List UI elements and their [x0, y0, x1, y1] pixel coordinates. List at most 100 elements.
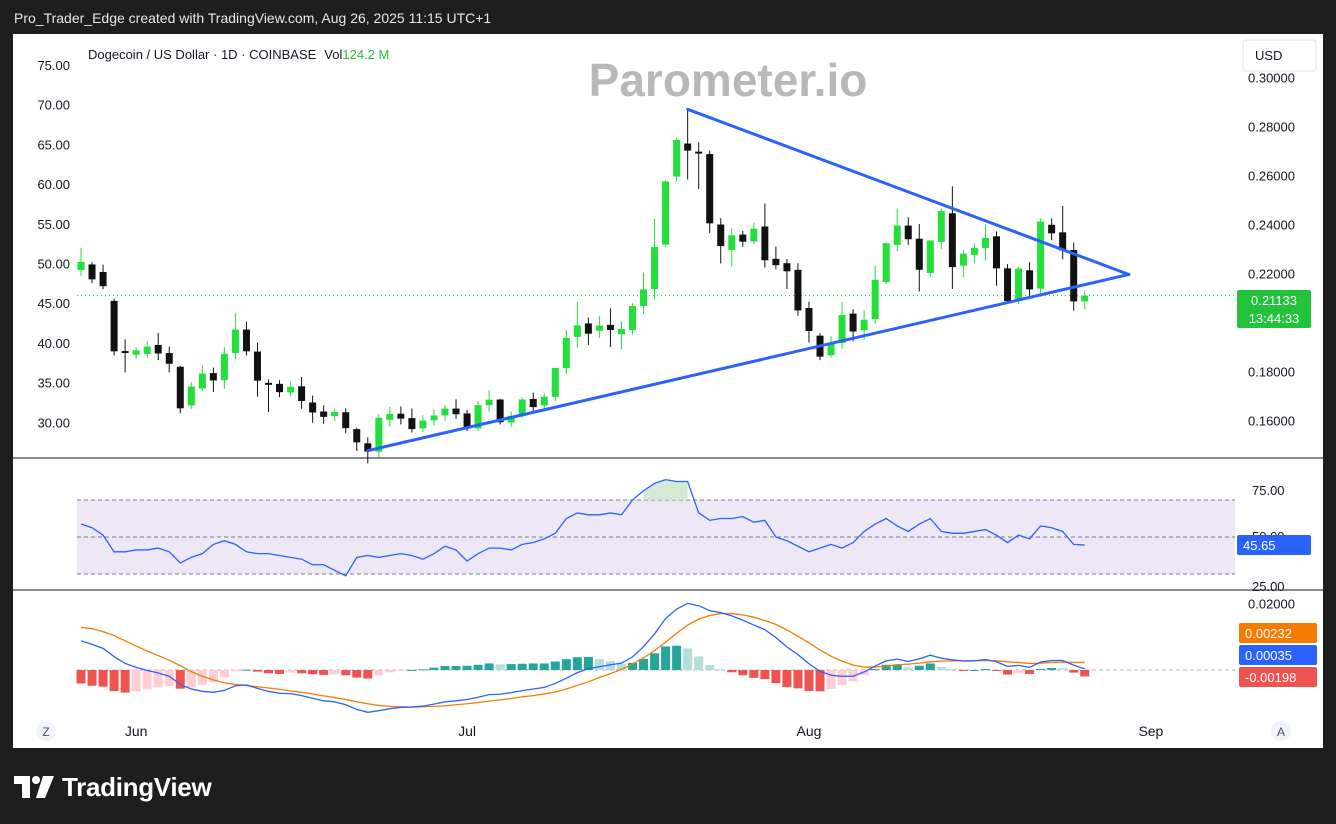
candle-body — [176, 366, 184, 409]
candle-body — [375, 417, 383, 452]
macd-histogram-bar — [506, 664, 516, 670]
tradingview-logo[interactable]: TradingView — [14, 770, 212, 804]
candle-body — [77, 261, 85, 271]
zoom-reset-button[interactable] — [36, 721, 56, 741]
macd-histogram-bar — [1080, 670, 1090, 677]
candle — [970, 243, 978, 264]
candle — [88, 262, 96, 284]
candle-body — [496, 399, 504, 423]
left-tick-label: 50.00 — [37, 257, 70, 272]
left-tick-label: 70.00 — [37, 98, 70, 113]
rsi-tick-label: 75.00 — [1252, 483, 1285, 498]
candle-body — [948, 213, 956, 268]
macd-histogram-bar — [352, 670, 362, 678]
left-tick-label: 55.00 — [37, 217, 70, 232]
macd-histogram-bar — [914, 665, 924, 670]
candle-body — [673, 139, 681, 177]
candle-body — [242, 329, 250, 352]
candle — [154, 332, 162, 361]
currency-button[interactable] — [1242, 39, 1317, 72]
candle — [419, 414, 427, 433]
candle — [629, 303, 636, 335]
candle-body — [1048, 224, 1056, 234]
macd-histogram-bar — [683, 648, 693, 670]
candle — [651, 218, 659, 300]
candle — [320, 405, 328, 424]
last-price-label: 0.21133 — [1251, 293, 1297, 308]
rsi-tick-label: 25.00 — [1252, 579, 1285, 594]
rsi-line — [80, 478, 1085, 577]
macd-histogram-bar — [252, 670, 262, 672]
left-tick-label: 75.00 — [37, 58, 70, 73]
candle — [397, 406, 405, 425]
candle-body — [474, 405, 482, 429]
macd-signal-line — [80, 612, 1085, 708]
macd-histogram-bar — [782, 670, 792, 688]
candle — [242, 321, 250, 356]
right-tick-label: 0.28000 — [1248, 120, 1295, 135]
macd-histogram-bar — [230, 670, 240, 672]
macd-histogram-bar — [175, 670, 185, 689]
symbol-legend[interactable]: Dogecoin / US Dollar · 1D · COINBASE Vol1… — [88, 47, 389, 62]
candle — [165, 346, 173, 373]
candle — [783, 259, 791, 290]
price-pane[interactable]: Parometer.io 75.00 70.00 65.00 60.00 55.00 50… — [37, 39, 1317, 464]
candle — [794, 263, 802, 316]
candle-body — [298, 386, 306, 401]
candle-body — [441, 408, 449, 416]
candle — [805, 301, 813, 343]
candle-body — [728, 235, 736, 250]
candle-body — [606, 324, 614, 331]
macd-histogram-bar — [120, 670, 130, 693]
macd-histogram-badge-label: -0.00198 — [1245, 670, 1296, 685]
candle-body — [662, 181, 670, 245]
macd-histogram-bar — [738, 670, 748, 676]
candle — [937, 208, 945, 250]
candle-body — [309, 402, 317, 413]
candle-body — [981, 238, 989, 249]
candle — [375, 413, 383, 459]
candle-body — [595, 325, 603, 331]
countdown-label: 13:44:33 — [1249, 311, 1300, 326]
macd-histogram-bar — [76, 670, 86, 684]
macd-histogram-bar — [429, 667, 439, 670]
macd-histogram-bar — [308, 670, 318, 675]
macd-histogram-bar — [958, 670, 968, 671]
macd-line — [80, 602, 1085, 713]
rsi-value-label: 45.65 — [1243, 538, 1276, 553]
right-axis[interactable]: 0.30000 0.28000 0.26000 0.24000 0.22000 0.180… — [1248, 71, 1295, 429]
candle-body — [507, 415, 515, 423]
macd-histogram-bar — [197, 670, 207, 686]
macd-pane[interactable]: 0.02000 0.00232 0.00035 -0.00198 — [76, 596, 1318, 713]
candle-body — [485, 399, 493, 406]
candle — [187, 382, 195, 409]
candle-body — [110, 300, 118, 352]
rsi-overbought-fill — [643, 479, 688, 500]
right-tick-label: 0.18000 — [1248, 364, 1295, 379]
volume-label: Vol — [324, 47, 342, 62]
time-axis[interactable]: Jun Jul Aug Sep — [125, 723, 1164, 739]
candle-body — [1026, 270, 1034, 290]
macd-histogram-bar — [969, 670, 979, 671]
macd-histogram-bar — [826, 670, 836, 690]
candle — [209, 367, 217, 392]
candle — [507, 411, 515, 427]
macd-histogram-bar — [418, 669, 428, 671]
candle — [1015, 266, 1023, 305]
candle-body — [992, 236, 1000, 269]
candle — [99, 264, 107, 290]
macd-tick-label: 0.02000 — [1248, 596, 1295, 611]
macd-histogram-bar — [363, 670, 373, 679]
macd-histogram-bar — [374, 670, 384, 676]
candle-body — [617, 329, 625, 335]
auto-scale-button[interactable] — [1271, 721, 1291, 741]
candle — [904, 217, 912, 245]
candle-body — [684, 143, 692, 151]
candle-body — [386, 413, 394, 420]
macd-histogram-bar — [616, 663, 626, 670]
candle-body — [419, 420, 427, 429]
left-tick-label: 40.00 — [37, 336, 70, 351]
symmetrical-triangle[interactable] — [366, 107, 1131, 453]
candle-body — [695, 151, 703, 154]
